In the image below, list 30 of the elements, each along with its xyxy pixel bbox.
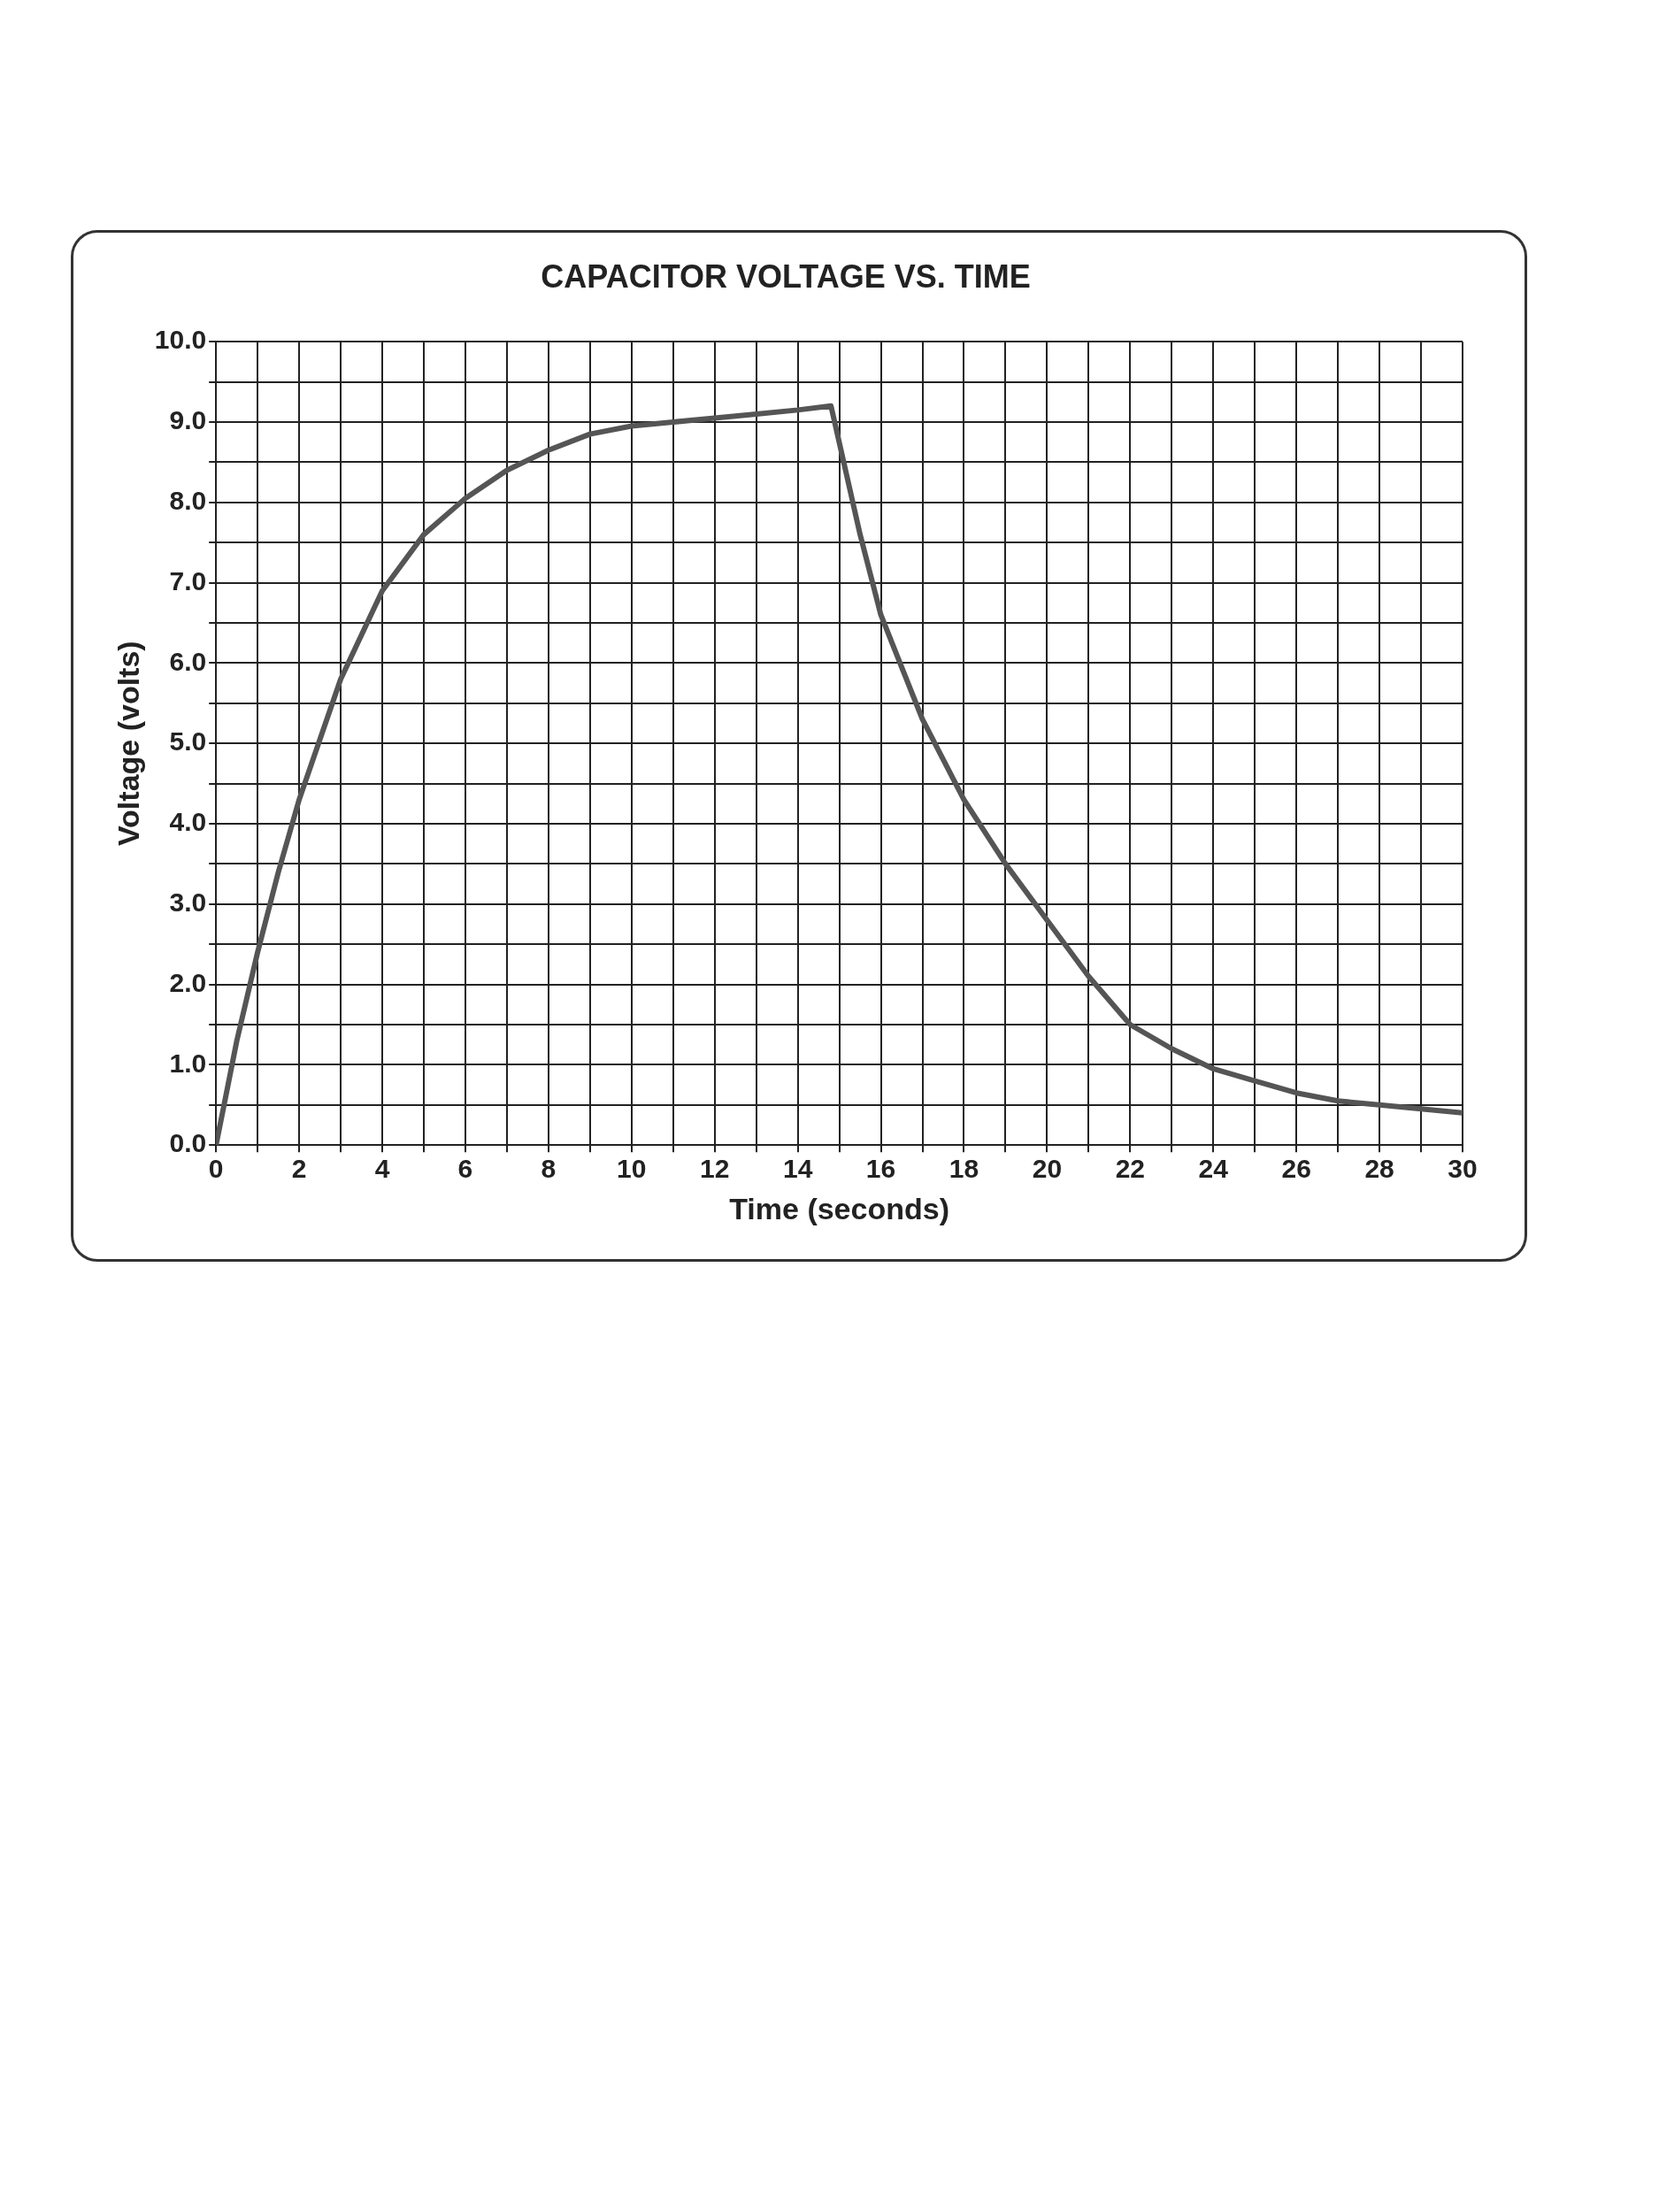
x-tick-label: 20 (1032, 1154, 1063, 1184)
chart-title: CAPACITOR VOLTAGE VS. TIME (541, 257, 1031, 295)
x-tick-label: 10 (617, 1154, 647, 1184)
y-tick-label: 9.0 (169, 405, 207, 435)
y-tick-label: 2.0 (169, 967, 207, 997)
y-tick-label: 0.0 (169, 1128, 207, 1158)
y-tick-label: 7.0 (169, 565, 207, 595)
x-tick-label: 30 (1448, 1154, 1478, 1184)
x-tick-label: 0 (208, 1154, 224, 1184)
x-tick-label: 4 (374, 1154, 390, 1184)
y-tick-label: 4.0 (169, 807, 207, 837)
x-tick-label: 6 (457, 1154, 473, 1184)
y-tick-label: 6.0 (169, 646, 207, 676)
y-tick-label: 8.0 (169, 486, 207, 516)
y-tick-label: 5.0 (169, 726, 207, 757)
x-tick-label: 22 (1115, 1154, 1145, 1184)
y-tick-label: 1.0 (169, 1048, 207, 1078)
y-tick-label: 3.0 (169, 887, 207, 918)
y-tick-label: 10.0 (154, 325, 207, 355)
x-tick-label: 24 (1198, 1154, 1229, 1184)
x-tick-label: 18 (949, 1154, 979, 1184)
x-tick-label: 26 (1281, 1154, 1311, 1184)
x-tick-label: 12 (700, 1154, 730, 1184)
x-tick-label: 14 (782, 1154, 813, 1184)
x-tick-label: 16 (865, 1154, 896, 1184)
y-axis-title: Voltage (volts) (111, 641, 145, 847)
x-tick-label: 28 (1364, 1154, 1394, 1184)
x-tick-label: 2 (291, 1154, 307, 1184)
x-tick-label: 8 (541, 1154, 557, 1184)
x-axis-title: Time (seconds) (729, 1191, 949, 1225)
